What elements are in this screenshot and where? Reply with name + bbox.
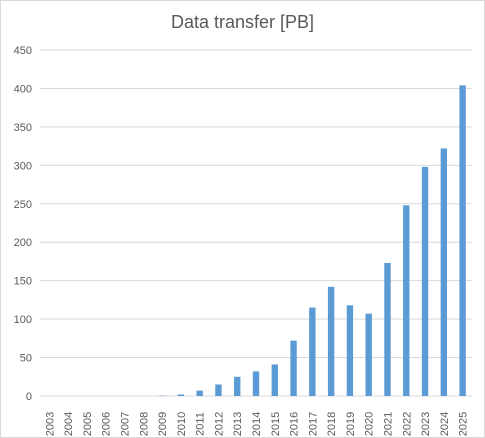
bar-2021 (384, 262, 391, 396)
x-tick-label: 2017 (307, 412, 319, 436)
x-tick-label: 2005 (82, 412, 94, 436)
bar-2014 (252, 371, 260, 396)
x-tick-label: 2016 (289, 412, 301, 436)
x-tick-label: 2012 (213, 412, 225, 436)
x-tick-label: 2006 (101, 412, 113, 436)
y-tick-label: 0 (26, 391, 32, 403)
x-tick-label: 2011 (195, 412, 207, 436)
y-tick-label: 150 (14, 276, 32, 288)
x-tick-label: 2004 (63, 412, 75, 436)
y-tick-label: 200 (14, 237, 32, 249)
bar-2023 (421, 166, 429, 396)
x-tick-label: 2018 (326, 412, 338, 436)
bar-2017 (309, 307, 316, 396)
bar-2013 (234, 376, 241, 396)
x-tick-label: 2022 (401, 412, 413, 436)
x-tick-label: 2021 (382, 412, 394, 436)
x-tick-label: 2025 (458, 412, 470, 436)
x-tick-label: 2019 (345, 412, 357, 436)
y-tick-label: 450 (14, 45, 32, 57)
y-tick-label: 300 (14, 160, 32, 172)
chart-title: Data transfer [PB] (170, 12, 315, 32)
bar-2022 (403, 205, 410, 396)
y-tick-label: 250 (14, 199, 32, 211)
bar-2016 (290, 340, 297, 396)
y-tick-label: 100 (14, 314, 32, 326)
grid-lines (40, 49, 472, 397)
x-tick-label: 2020 (364, 412, 376, 436)
bars (158, 85, 466, 396)
bar-2011 (196, 390, 203, 396)
bar-2010 (177, 394, 185, 396)
y-tick-label: 400 (14, 83, 32, 95)
y-axis-ticks: 0 50 100 150 200 250 300 350 400 450 (14, 45, 32, 403)
x-tick-label: 2023 (420, 412, 432, 436)
x-tick-label: 2014 (251, 412, 263, 436)
x-tick-label: 2003 (44, 412, 56, 436)
bar-2012 (215, 384, 222, 396)
bar-2015 (271, 364, 278, 396)
bar-2019 (346, 305, 354, 396)
x-tick-label: 2008 (138, 412, 150, 436)
x-axis-ticks: 2003 2004 2005 2006 2007 2008 2009 2010 2011 2012… (44, 412, 469, 436)
bar-2024 (440, 148, 448, 396)
x-tick-label: 2013 (232, 412, 244, 436)
x-tick-label: 2007 (120, 412, 132, 436)
y-tick-label: 50 (20, 353, 32, 365)
x-tick-label: 2010 (176, 412, 188, 436)
x-tick-label: 2009 (157, 412, 169, 436)
x-tick-label: 2015 (270, 412, 282, 436)
x-tick-label: 2024 (439, 412, 451, 436)
y-tick-label: 350 (14, 122, 32, 134)
bar-2018 (327, 286, 335, 396)
bar-2020 (365, 313, 372, 396)
bar-2025 (459, 85, 466, 396)
